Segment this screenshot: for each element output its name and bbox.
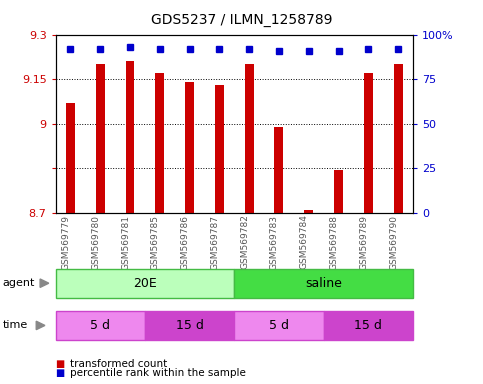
- Text: percentile rank within the sample: percentile rank within the sample: [70, 368, 246, 378]
- Text: 15 d: 15 d: [355, 319, 382, 332]
- Bar: [185, 82, 194, 213]
- Bar: [245, 65, 254, 213]
- Text: GDS5237 / ILMN_1258789: GDS5237 / ILMN_1258789: [151, 13, 332, 27]
- Bar: [126, 61, 134, 213]
- Bar: [156, 73, 164, 213]
- Bar: [364, 73, 373, 213]
- Bar: [215, 85, 224, 213]
- Bar: [274, 127, 284, 213]
- Text: transformed count: transformed count: [70, 359, 167, 369]
- Text: time: time: [2, 320, 28, 331]
- Text: 15 d: 15 d: [176, 319, 203, 332]
- Text: 5 d: 5 d: [269, 319, 289, 332]
- Bar: [334, 170, 343, 213]
- Text: saline: saline: [305, 277, 342, 290]
- Bar: [66, 103, 75, 213]
- Text: ■: ■: [56, 368, 65, 378]
- Bar: [304, 210, 313, 213]
- Text: ■: ■: [56, 359, 65, 369]
- Bar: [96, 65, 105, 213]
- Text: agent: agent: [2, 278, 35, 288]
- Text: 20E: 20E: [133, 277, 157, 290]
- Bar: [394, 65, 402, 213]
- Text: 5 d: 5 d: [90, 319, 110, 332]
